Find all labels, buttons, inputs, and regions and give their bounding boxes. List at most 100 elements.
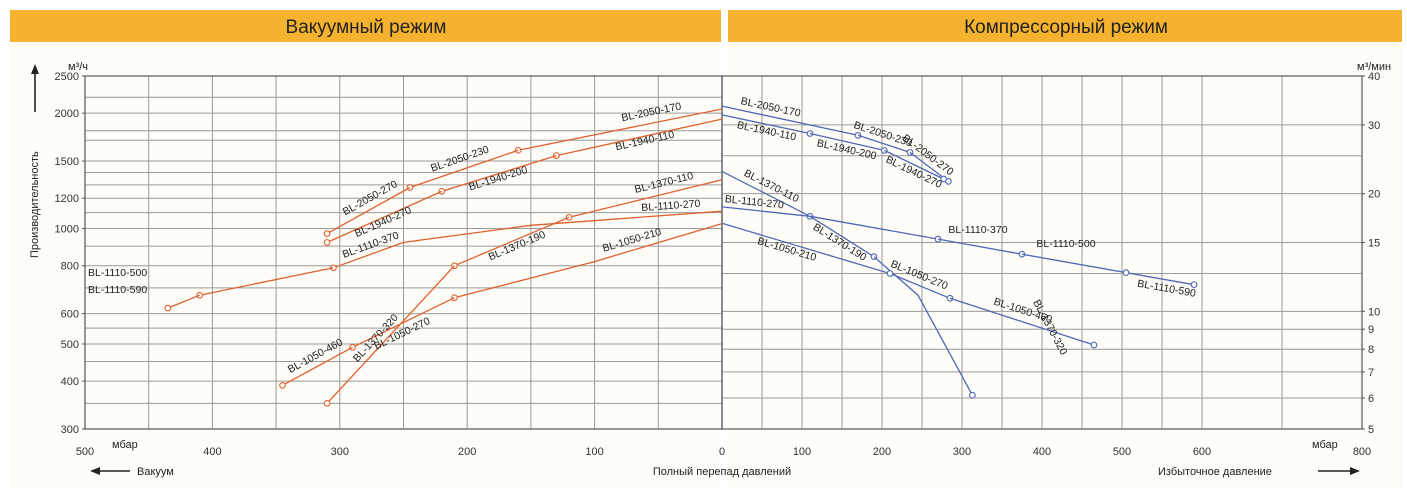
data-point-bl-2050-270 xyxy=(323,230,331,237)
x-tick-label: 300 xyxy=(331,446,349,458)
compressor-panel-bg xyxy=(728,44,1402,488)
compressor-bottom-label: Избыточное давление xyxy=(1158,466,1272,478)
series-line-bl-1050-270 xyxy=(889,272,951,299)
compressor-header-bar xyxy=(728,10,1402,42)
y-axis-arrow-head xyxy=(31,64,39,74)
series-line-bl-2050-230 xyxy=(857,134,911,154)
y-tick-label: 1500 xyxy=(55,156,79,168)
vacuum-header-bar xyxy=(10,10,721,42)
x-tick-label: 500 xyxy=(76,446,94,458)
vacuum-curves xyxy=(164,108,723,407)
x-tick-label: 400 xyxy=(203,446,221,458)
series-line-bl-2050-270 xyxy=(326,186,411,235)
x-tick-label: 800 xyxy=(1353,446,1371,458)
y-tick-label: 30 xyxy=(1368,120,1380,132)
series-line-bl-1110-270 xyxy=(403,210,723,244)
series-label-bl-1110-370: BL-1110-370 xyxy=(948,224,1007,236)
x-tick-label: 600 xyxy=(1193,446,1211,458)
series-line-bl-1370-190 xyxy=(454,216,570,267)
series-line-bl-1940-270 xyxy=(326,190,442,243)
series-line-bl-1050-270 xyxy=(352,297,455,348)
y-tick-label: 9 xyxy=(1368,324,1374,336)
series-line-bl-1940-110 xyxy=(556,118,723,157)
x-tick-label: 300 xyxy=(953,446,971,458)
series-label-bl-1110-590: BL-1110-590 xyxy=(88,284,147,296)
series-label-bl-1110-270: BL-1110-270 xyxy=(641,198,701,214)
series-line-bl-2050-170 xyxy=(721,105,859,136)
x-tick-label: 0 xyxy=(719,446,725,458)
series-line-bl-1110-370 xyxy=(809,215,939,240)
series-line-bl-1110-500 xyxy=(937,238,1023,255)
series-line-bl-1050-460 xyxy=(949,297,1095,346)
data-point-bl-1050-460 xyxy=(1090,341,1098,349)
y-tick-label: 600 xyxy=(61,309,79,321)
y-tick-label: 5 xyxy=(1368,424,1374,436)
compressor-plot-frame xyxy=(721,75,1363,430)
y-tick-label: 1200 xyxy=(55,193,79,205)
data-point-bl-1110-590 xyxy=(164,304,172,312)
series-line-bl-1050-210 xyxy=(721,222,891,275)
data-point-bl-1110-590 xyxy=(1122,269,1130,276)
series-line-bl-1940-270 xyxy=(884,149,944,180)
y-tick-label: 2000 xyxy=(55,108,79,120)
compressor-arrow-head xyxy=(1350,467,1360,475)
data-point-bl-1050-270 xyxy=(349,343,356,351)
data-point-bl-1370-320 xyxy=(969,391,976,399)
data-point-bl-1370-110 xyxy=(565,213,573,221)
y-tick-label: 7 xyxy=(1368,367,1374,379)
series-line-bl-1110-500 xyxy=(199,267,334,296)
compressor-curves xyxy=(721,105,1198,399)
series-line-bl-1050-460 xyxy=(282,346,353,386)
y-tick-label: 2500 xyxy=(55,71,79,83)
series-line-bl-1110-270 xyxy=(721,206,811,217)
compressor-grid xyxy=(722,76,1362,429)
series-line-bl-1370-110 xyxy=(568,179,723,218)
series-line-bl-1940-110 xyxy=(721,114,811,135)
series-line-bl-1370-190 xyxy=(809,215,875,258)
compressor-title: Компрессорный режим xyxy=(964,17,1168,38)
y-tick-label: 15 xyxy=(1368,238,1380,250)
data-point-bl-1110-590 xyxy=(1190,281,1198,289)
center-x-label: Полный перепад давлений xyxy=(653,466,791,478)
x-tick-label: 100 xyxy=(585,446,603,458)
compressor-tick-labels: 100 200 300 400 500 600 800 5 6 7 8 9 10 15 20 30 40 xyxy=(793,71,1380,458)
series-label-bl-1110-500: BL-1110-500 xyxy=(88,267,147,279)
series-line-bl-1940-200 xyxy=(441,154,557,193)
data-point-bl-1050-270 xyxy=(946,294,954,302)
series-label-bl-1110-500: BL-1110-500 xyxy=(1036,238,1095,250)
y-tick-label: 500 xyxy=(61,339,79,351)
x-tick-label: 400 xyxy=(1033,446,1051,458)
vacuum-bottom-label: Вакуум xyxy=(137,466,174,478)
data-point-bl-1940-200 xyxy=(438,188,446,195)
y-tick-label: 400 xyxy=(61,376,79,388)
y-tick-label: 800 xyxy=(61,261,79,273)
data-point-bl-1050-460 xyxy=(279,381,286,389)
series-line-bl-1110-590 xyxy=(1021,253,1195,286)
data-point-bl-1940-270 xyxy=(940,175,947,183)
vacuum-title: Вакуумный режим xyxy=(286,17,447,38)
series-line-bl-1110-590 xyxy=(167,294,200,309)
series-line-bl-1370-320 xyxy=(326,265,455,404)
series-line-bl-1370-110 xyxy=(721,170,811,217)
vacuum-x-unit: мбар xyxy=(112,439,138,451)
y-tick-label: 1000 xyxy=(55,224,79,236)
series-line-bl-2050-170 xyxy=(518,108,723,151)
x-tick-label: 200 xyxy=(873,446,891,458)
y-tick-label: 10 xyxy=(1368,306,1380,318)
compressor-x-unit: мбар xyxy=(1312,439,1338,451)
y-axis-label: Производительность xyxy=(29,151,41,258)
x-tick-label: 100 xyxy=(793,446,811,458)
y-tick-label: 20 xyxy=(1368,189,1380,201)
vacuum-y-unit: м³/ч xyxy=(68,61,88,73)
compressor-y-unit: м³/мин xyxy=(1357,61,1391,73)
x-tick-label: 500 xyxy=(1113,446,1131,458)
series-line-bl-1110-370 xyxy=(333,241,404,269)
vacuum-arrow-head xyxy=(90,467,100,475)
series-line-bl-1370-320 xyxy=(873,256,973,396)
series-line-bl-1050-210 xyxy=(454,222,723,299)
data-point-bl-1940-270 xyxy=(323,239,331,246)
y-tick-label: 6 xyxy=(1368,393,1374,405)
data-point-bl-1370-320 xyxy=(323,399,331,407)
y-tick-label: 40 xyxy=(1368,71,1380,83)
